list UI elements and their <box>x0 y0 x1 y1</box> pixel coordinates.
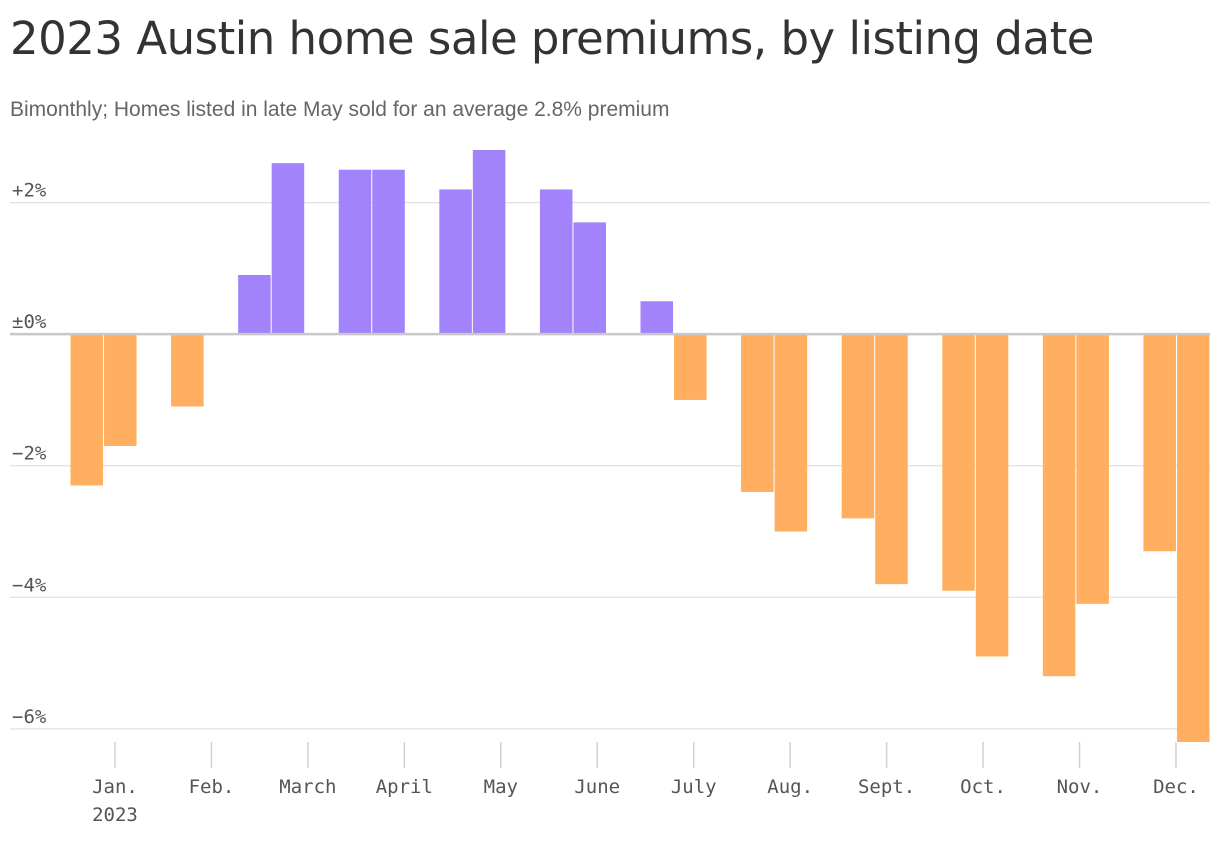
y-tick-label: ±0% <box>12 311 47 333</box>
bar <box>539 189 573 335</box>
bar <box>1076 334 1109 604</box>
bar <box>104 334 137 446</box>
bar <box>70 334 104 486</box>
y-axis: +2% ±0% −2% −4% −6% <box>12 180 47 728</box>
bar <box>875 334 908 585</box>
x-tick-sublabel: 2023 <box>92 804 138 826</box>
bar <box>741 334 774 493</box>
x-tick-label: Feb. <box>189 776 235 798</box>
y-tick-label: −6% <box>12 706 47 728</box>
x-tick-label: July <box>671 776 717 798</box>
bar <box>774 334 808 532</box>
bar <box>573 222 606 335</box>
bar <box>942 334 975 591</box>
bar <box>271 163 305 335</box>
y-tick-label: −2% <box>12 443 47 465</box>
x-tick-label: May <box>484 776 518 798</box>
x-tick-label: June <box>574 776 620 798</box>
bar <box>975 334 1009 657</box>
y-tick-label: −4% <box>12 574 47 596</box>
bar <box>640 301 674 335</box>
bar <box>472 150 506 335</box>
x-tick-label: Nov. <box>1057 776 1103 798</box>
x-tick-label: Oct. <box>960 776 1006 798</box>
bar <box>1042 334 1076 677</box>
bar <box>439 189 472 335</box>
bar <box>171 334 204 407</box>
bar <box>841 334 875 519</box>
bars <box>70 150 1210 742</box>
bar <box>674 334 707 400</box>
x-tick-label: Jan. <box>92 776 138 798</box>
bar <box>1143 334 1176 552</box>
chart-title: 2023 Austin home sale premiums, by listi… <box>10 12 1094 65</box>
bar <box>372 169 405 335</box>
x-tick-label: Aug. <box>767 776 813 798</box>
x-tick-label: April <box>376 776 433 798</box>
x-tick-label: Dec. <box>1153 776 1199 798</box>
chart-subtitle: Bimonthly; Homes listed in late May sold… <box>10 98 670 121</box>
bar <box>238 274 271 335</box>
x-tick-label: March <box>279 776 336 798</box>
x-tick-label: Sept. <box>858 776 915 798</box>
y-tick-label: +2% <box>12 180 47 202</box>
x-axis: Jan. 2023 Feb. March April May June July Aug. Sep… <box>92 742 1199 826</box>
bar <box>1176 334 1210 742</box>
bar <box>338 169 372 335</box>
gridlines <box>10 202 1210 730</box>
